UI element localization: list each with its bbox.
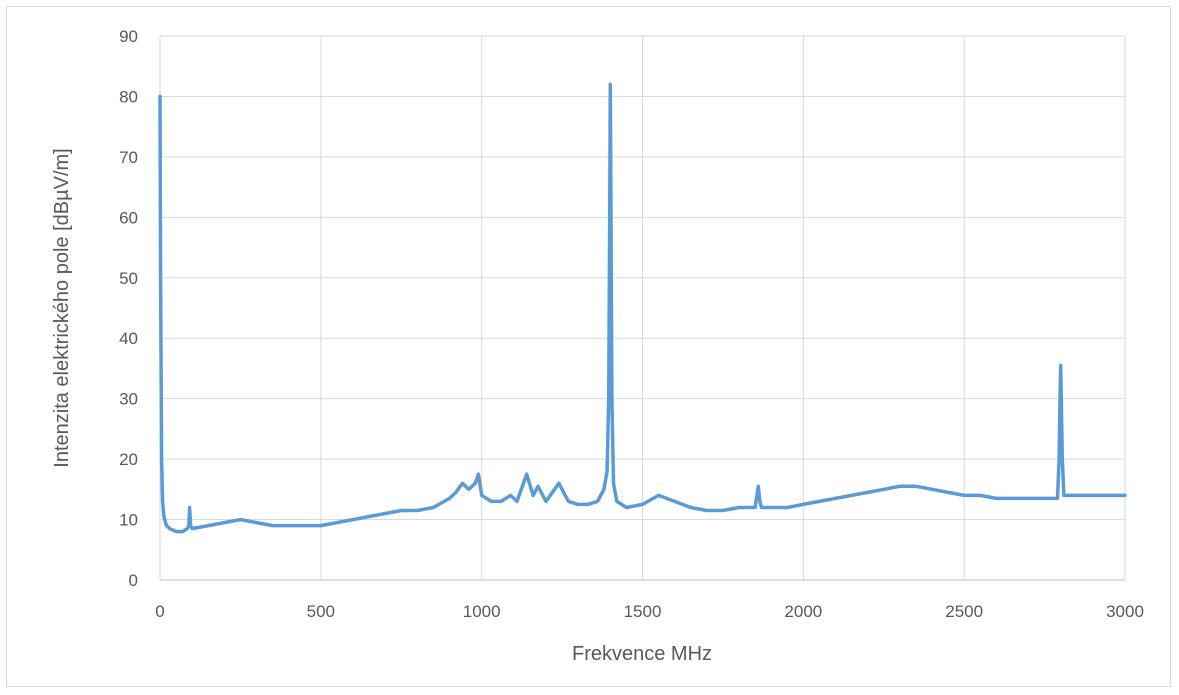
y-tick-label: 90 bbox=[119, 27, 138, 46]
y-tick-label: 30 bbox=[119, 390, 138, 409]
x-tick-label: 2500 bbox=[945, 602, 983, 621]
x-tick-label: 3000 bbox=[1106, 602, 1144, 621]
y-tick-label: 40 bbox=[119, 329, 138, 348]
y-tick-label: 50 bbox=[119, 269, 138, 288]
y-tick-label: 20 bbox=[119, 450, 138, 469]
y-tick-label: 80 bbox=[119, 87, 138, 106]
gridlines bbox=[160, 35, 1126, 580]
tick-labels: 0 10 20 30 40 50 60 70 80 90 0 500 1000 1500 2000 2500 3… bbox=[119, 27, 1144, 621]
x-tick-label: 0 bbox=[155, 602, 164, 621]
x-axis-title: Frekvence MHz bbox=[572, 643, 712, 665]
x-tick-label: 2000 bbox=[784, 602, 822, 621]
x-tick-label: 1000 bbox=[463, 602, 501, 621]
y-tick-label: 60 bbox=[119, 208, 138, 227]
y-axis-title: Intenzita elektrického pole [dBµV/m] bbox=[51, 148, 73, 467]
series-line bbox=[158, 82, 1127, 534]
y-tick-label: 0 bbox=[129, 571, 138, 590]
x-tick-label: 1500 bbox=[624, 602, 662, 621]
y-tick-label: 10 bbox=[119, 511, 138, 530]
y-tick-label: 70 bbox=[119, 148, 138, 167]
x-tick-label: 500 bbox=[307, 602, 335, 621]
chart-frame bbox=[6, 6, 1171, 687]
series-layer bbox=[158, 82, 1127, 534]
